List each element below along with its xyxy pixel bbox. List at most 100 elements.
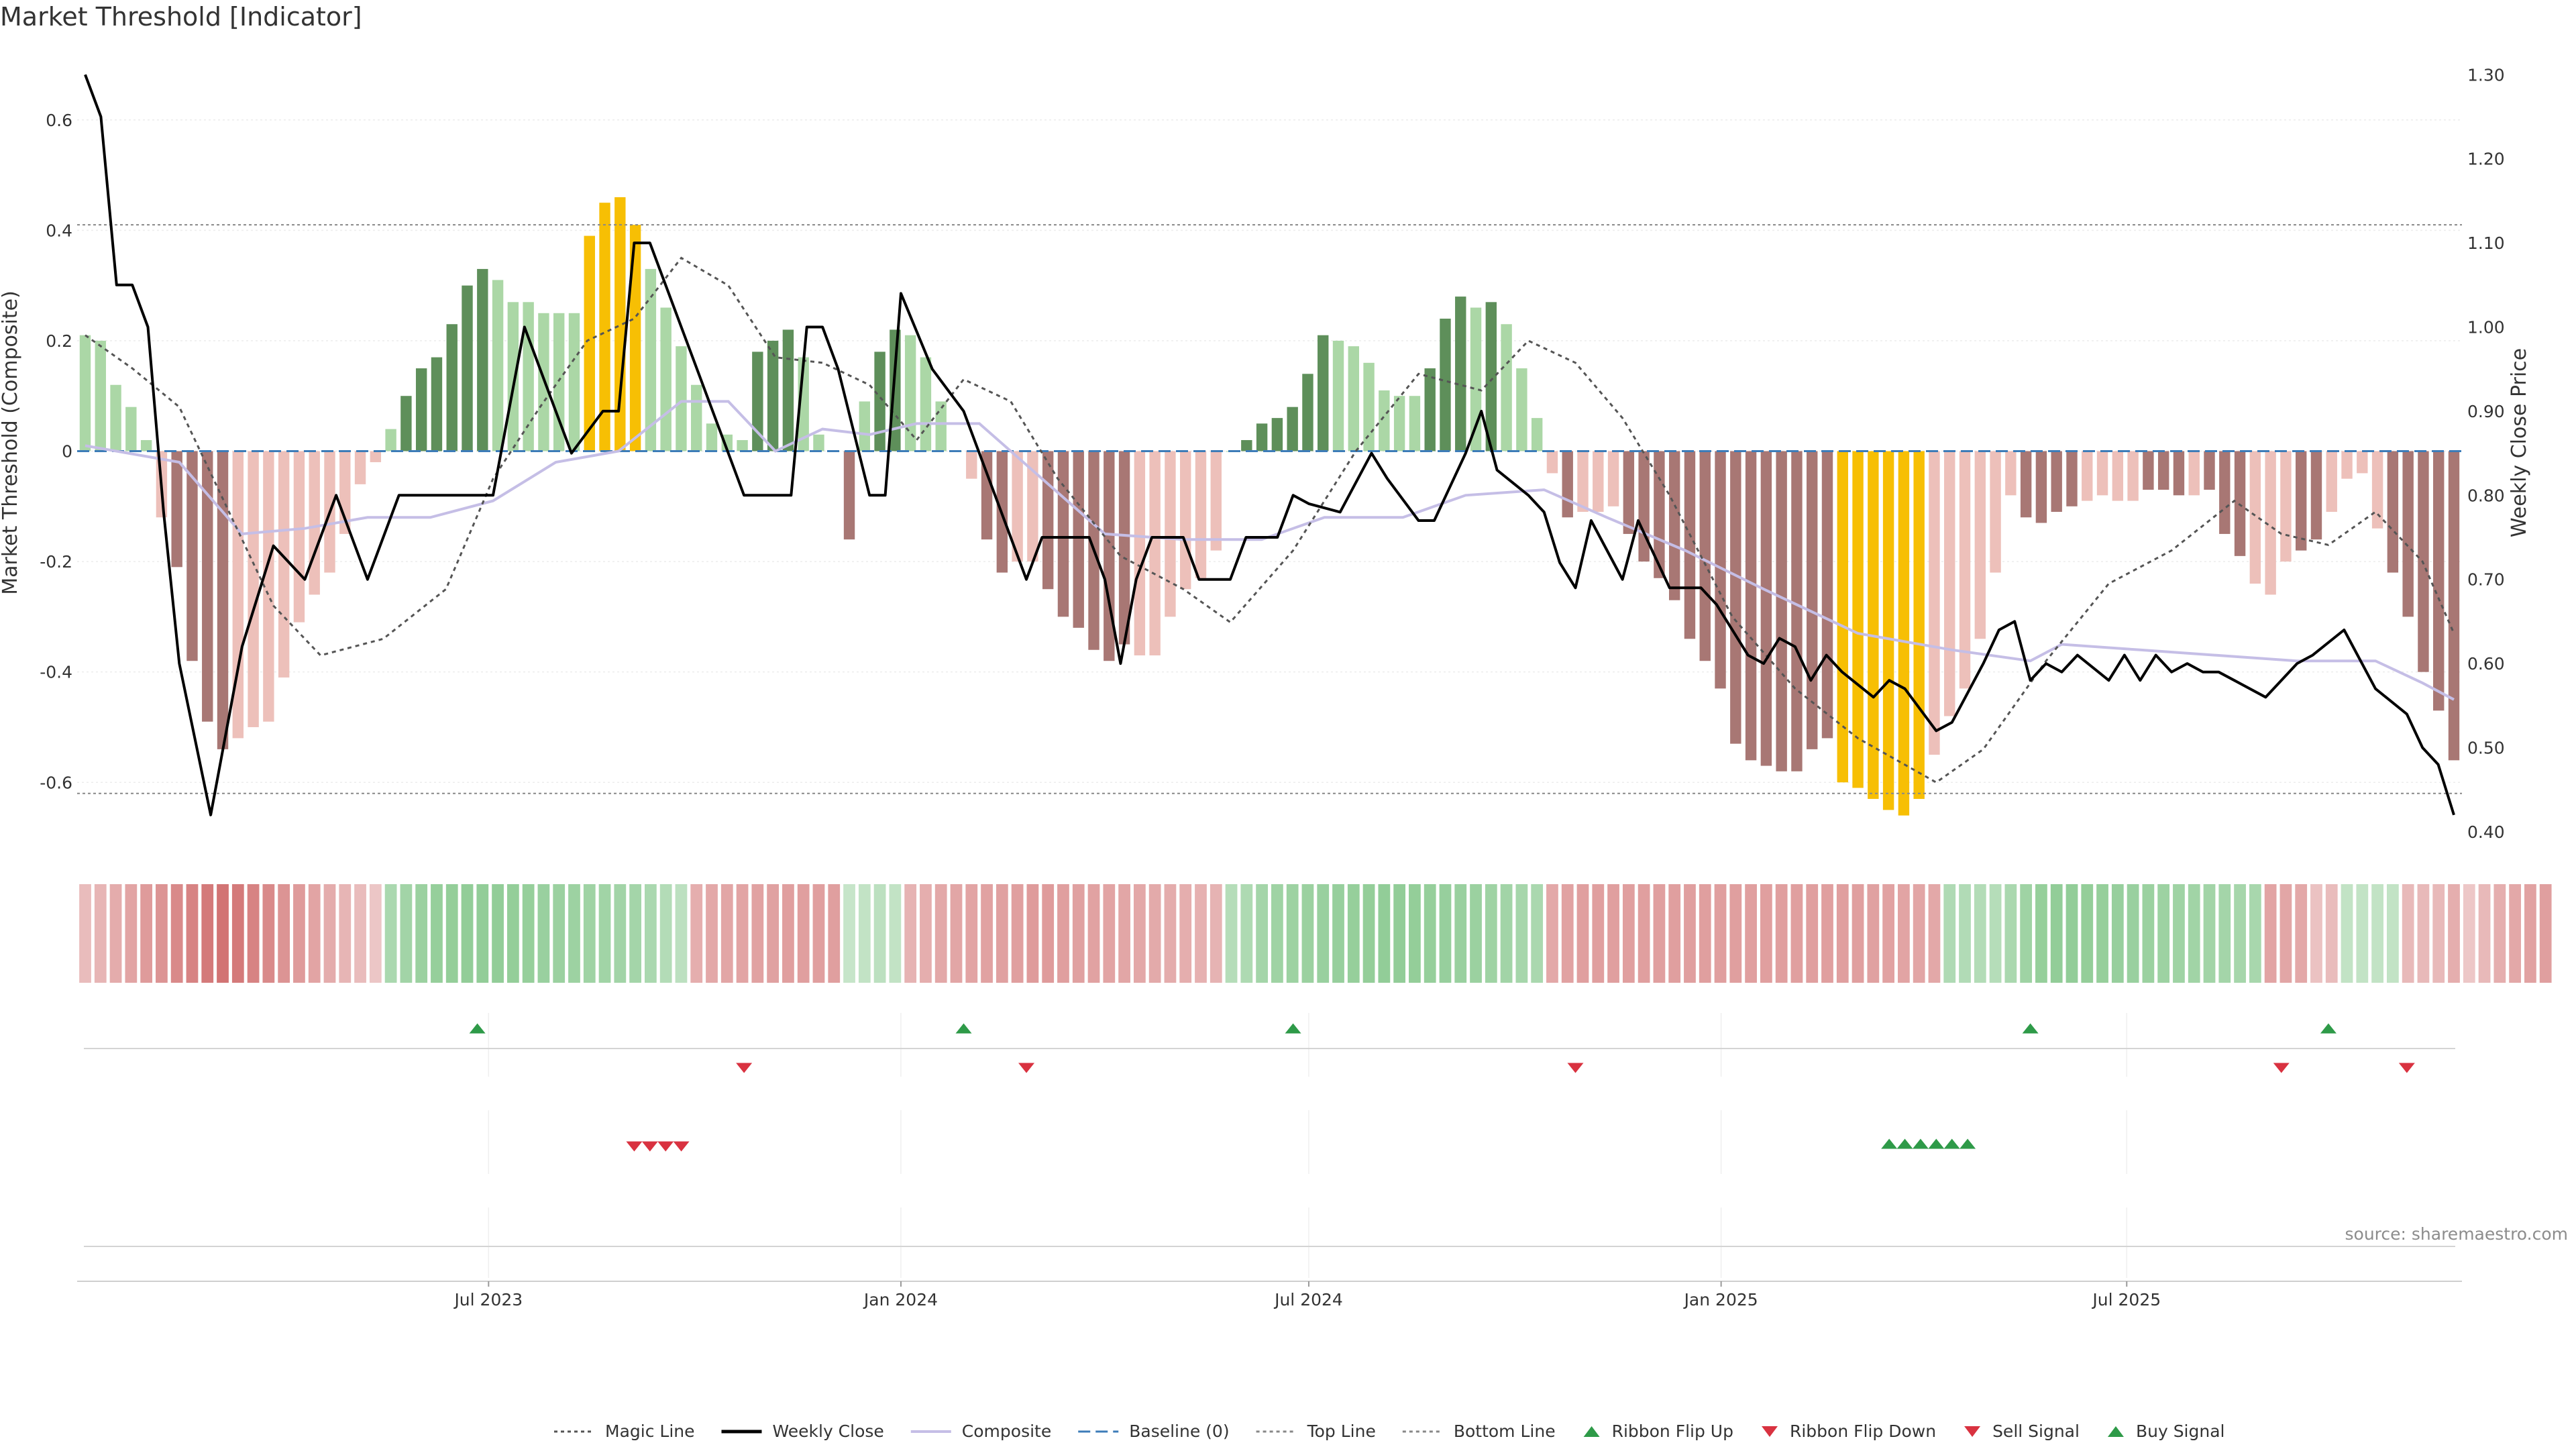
composite-bar bbox=[2096, 451, 2108, 496]
ribbon-cell bbox=[492, 884, 504, 983]
ribbon-cell bbox=[1378, 884, 1391, 983]
ribbon-cell bbox=[2065, 884, 2078, 983]
composite-bar bbox=[354, 451, 366, 484]
composite-bar bbox=[706, 423, 718, 451]
ribbon-cell bbox=[2371, 884, 2383, 983]
ribbon-cell bbox=[2386, 884, 2399, 983]
magic-line bbox=[85, 256, 2455, 784]
composite-bar bbox=[1180, 451, 1191, 590]
composite-bar bbox=[2020, 451, 2032, 518]
composite-bar bbox=[1607, 451, 1619, 506]
y-tick-right: 0.80 bbox=[2467, 486, 2505, 505]
composite-bar bbox=[2341, 451, 2353, 479]
composite-bar bbox=[752, 352, 763, 451]
ribbon-cell bbox=[262, 884, 275, 983]
ribbon-cell bbox=[2524, 884, 2536, 983]
composite-bar bbox=[263, 451, 274, 722]
y-tick-right: 0.60 bbox=[2467, 654, 2505, 674]
legend-item: Buy Signal bbox=[2107, 1421, 2225, 1441]
composite-bar bbox=[2402, 451, 2414, 617]
ribbon-cell bbox=[354, 884, 366, 983]
ribbon-cell bbox=[217, 884, 229, 983]
ribbon-cell bbox=[2050, 884, 2063, 983]
ribbon-cell bbox=[461, 884, 474, 983]
composite-bar bbox=[1593, 451, 1604, 513]
ribbon-cell bbox=[140, 884, 153, 983]
ribbon-cell bbox=[1500, 884, 1513, 983]
composite-bar bbox=[1393, 396, 1405, 451]
composite-bar bbox=[1531, 418, 1543, 451]
composite-bar bbox=[507, 302, 519, 451]
signal-panels bbox=[84, 1013, 2455, 1278]
composite-bar bbox=[2433, 451, 2445, 711]
ribbon-cell bbox=[782, 884, 794, 983]
legend-item: Weekly Close bbox=[721, 1421, 884, 1441]
buy-signal-marker bbox=[1881, 1138, 1898, 1149]
composite-bar bbox=[1776, 451, 1787, 771]
ribbon-cell bbox=[293, 884, 305, 983]
composite-bar bbox=[1485, 302, 1497, 451]
ribbon-cell bbox=[644, 884, 657, 983]
legend-item: Top Line bbox=[1256, 1421, 1376, 1441]
composite-bar bbox=[1699, 451, 1711, 661]
ribbon-cell bbox=[1210, 884, 1222, 983]
ribbon-cell bbox=[2539, 884, 2552, 983]
legend-item: Sell Signal bbox=[1964, 1421, 2080, 1441]
axes: -0.6 -0.4 -0.2 0 0.2 0.4 0.6 0.40 0.50 0.60 0.70 0.… bbox=[40, 65, 2504, 1309]
ribbon-cell bbox=[797, 884, 810, 983]
ribbon-cell bbox=[568, 884, 580, 983]
composite-bar bbox=[2387, 451, 2399, 573]
ribbon-cell bbox=[156, 884, 168, 983]
composite-bar bbox=[568, 313, 580, 451]
y-axis-right-label: Weekly Close Price bbox=[2508, 348, 2531, 537]
ribbon-cell bbox=[2188, 884, 2200, 983]
y-tick-left: 0 bbox=[62, 442, 72, 462]
composite-bar bbox=[1654, 451, 1665, 578]
buy-signal-marker bbox=[1960, 1138, 1976, 1149]
composite-bar bbox=[1791, 451, 1803, 771]
ribbon-cell bbox=[369, 884, 382, 983]
composite-bar bbox=[370, 451, 382, 462]
composite-bar bbox=[1546, 451, 1558, 474]
ribbon-cell bbox=[706, 884, 718, 983]
composite-bar bbox=[462, 285, 473, 451]
composite-bar bbox=[1501, 324, 1512, 451]
composite-bar bbox=[202, 451, 213, 722]
y-tick-left: -0.4 bbox=[40, 663, 72, 682]
ribbon-cell bbox=[400, 884, 413, 983]
ribbon-cell bbox=[1607, 884, 1619, 983]
ribbon-cell bbox=[1561, 884, 1574, 983]
ribbon-cell bbox=[1470, 884, 1482, 983]
y-tick-left: 0.6 bbox=[46, 111, 72, 130]
x-tick-label: Jul 2024 bbox=[1273, 1290, 1343, 1309]
ribbon-cell bbox=[384, 884, 397, 983]
composite-bar bbox=[2051, 451, 2062, 513]
ribbon-cell bbox=[1026, 884, 1039, 983]
ribbon-cell bbox=[431, 884, 443, 983]
ribbon-cell bbox=[2173, 884, 2185, 983]
ribbon-flip-up-marker bbox=[2022, 1023, 2039, 1034]
composite-bar bbox=[599, 203, 610, 451]
composite-bar bbox=[232, 451, 244, 739]
ribbon-cell bbox=[1362, 884, 1375, 983]
ribbon-cell bbox=[1195, 884, 1207, 983]
y-tick-right: 0.50 bbox=[2467, 739, 2505, 758]
ribbon-cell bbox=[2249, 884, 2261, 983]
ribbon-cell bbox=[323, 884, 336, 983]
composite-bar bbox=[1929, 451, 1940, 755]
composite-bar bbox=[2204, 451, 2215, 490]
composite-bar bbox=[2280, 451, 2292, 562]
composite-bar bbox=[1271, 418, 1283, 451]
ribbon-cell bbox=[1301, 884, 1314, 983]
composite-bar bbox=[248, 451, 259, 727]
ribbon-cell bbox=[1775, 884, 1788, 983]
sell-signal-marker bbox=[673, 1141, 690, 1152]
composite-bar bbox=[1210, 451, 1222, 551]
ribbon-cell bbox=[981, 884, 993, 983]
ribbon-cell bbox=[1943, 884, 1956, 983]
y-axis-left-label: Market Threshold (Composite) bbox=[0, 290, 22, 595]
legend-label: Sell Signal bbox=[1992, 1421, 2080, 1441]
composite-bar bbox=[660, 307, 672, 451]
ribbon-cell bbox=[920, 884, 932, 983]
composite-bar bbox=[2127, 451, 2139, 501]
